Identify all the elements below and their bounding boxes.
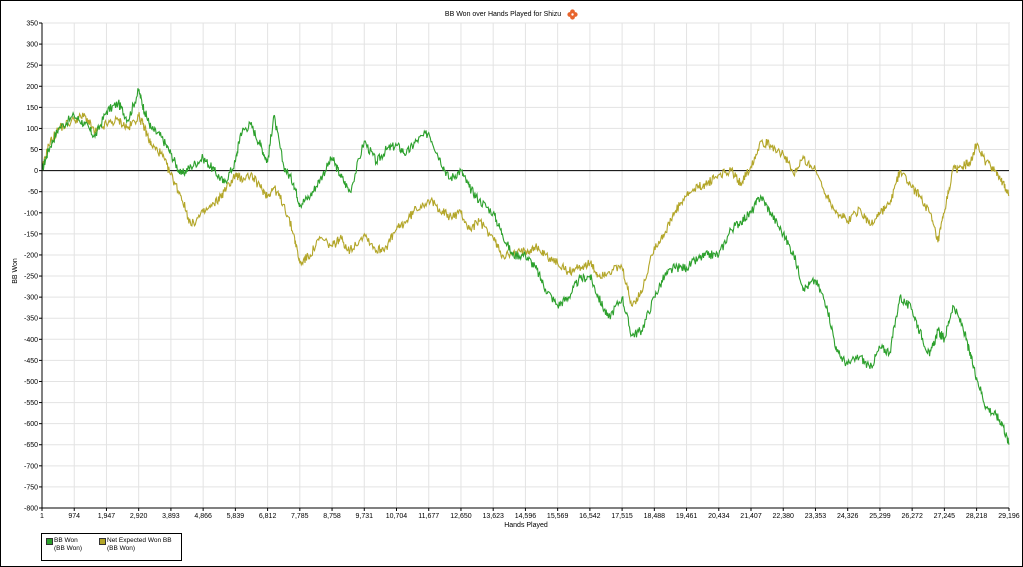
x-tick-label: 7,785 [291,513,309,520]
y-tick-label: -600 [24,421,38,428]
y-tick-label: 250 [26,63,38,70]
y-tick-label: -300 [24,295,38,302]
chart-title: BB Won over Hands Played for Shizu [444,11,562,18]
legend-swatch-net-expected [99,538,106,545]
x-tick-label: 15,569 [547,513,569,520]
legend-sub-net-expected: (BB Won) [107,545,136,552]
x-tick-label: 1,947 [98,513,116,520]
x-tick-label: 23,353 [805,513,827,520]
x-tick-label: 16,542 [579,513,601,520]
x-tick-label: 1 [40,513,44,520]
grid [41,22,1010,509]
chart-legend: BB Won (BB Won) Net Expected Won BB (BB … [41,533,182,561]
series-line-bb-won [41,88,1010,445]
y-tick-label: 300 [26,42,38,49]
x-tick-label: 8,758 [323,513,341,520]
y-tick-label: -750 [24,484,38,491]
y-tick-label: -700 [24,463,38,470]
axes [39,22,1010,511]
y-tick-label: -100 [24,210,38,217]
x-tick-label: 21,407 [740,513,762,520]
x-tick-label: 22,380 [773,513,795,520]
y-tick-label: -200 [24,252,38,259]
y-tick-label: -650 [24,442,38,449]
x-tick-label: 18,488 [644,513,666,520]
x-tick-label: 10,704 [386,513,408,520]
y-tick-label: 50 [30,147,38,154]
x-tick-label: 9,731 [356,513,374,520]
x-tick-label: 6,812 [259,513,277,520]
x-tick-label: 12,650 [450,513,472,520]
x-tick-label: 17,515 [611,513,633,520]
y-tick-label: 150 [26,105,38,112]
x-tick-label: 25,299 [869,513,891,520]
x-axis-title: Hands Played [504,522,548,529]
x-tick-label: 24,326 [837,513,859,520]
pokertracker-clover-icon [567,9,578,20]
y-tick-label: -500 [24,379,38,386]
legend-label-net-expected: Net Expected Won BB [107,537,172,544]
tick-labels: 350 300 250 200 150 100 50 0 -50 -100 -150 -200 -250… [24,21,1020,521]
y-axis-title: BB Won [12,258,19,284]
y-tick-label: -800 [24,506,38,513]
x-tick-label: 29,196 [998,513,1020,520]
x-tick-label: 3,893 [162,513,180,520]
y-tick-label: 0 [34,168,38,175]
y-tick-label: -350 [24,316,38,323]
y-tick-label: 350 [26,21,38,28]
y-tick-label: -400 [24,337,38,344]
x-tick-label: 11,677 [418,513,439,520]
x-tick-label: 28,218 [966,513,988,520]
x-tick-label: 2,920 [130,513,148,520]
x-tick-label: 26,272 [901,513,923,520]
y-tick-label: -150 [24,231,38,238]
x-tick-label: 4,866 [194,513,212,520]
chart-title-row: BB Won over Hands Played for Shizu [1,9,1022,20]
x-tick-label: 19,461 [676,513,698,520]
legend-sub-bb-won: (BB Won) [54,545,83,552]
y-tick-label: -450 [24,358,38,365]
series-layer [41,88,1010,445]
x-tick-label: 974 [68,513,80,520]
y-tick-label: 100 [26,126,38,133]
x-tick-label: 13,623 [482,513,504,520]
y-tick-label: -50 [28,189,38,196]
legend-label-bb-won: BB Won [54,537,78,544]
y-tick-label: -550 [24,400,38,407]
series-line-net-expected-won-bb [41,112,1010,307]
y-tick-label: 200 [26,84,38,91]
x-tick-label: 5,839 [227,513,245,520]
x-tick-label: 14,596 [515,513,537,520]
x-tick-label: 20,434 [708,513,730,520]
legend-swatch-bb-won [46,538,53,545]
y-tick-label: -250 [24,274,38,281]
x-tick-label: 27,245 [934,513,956,520]
